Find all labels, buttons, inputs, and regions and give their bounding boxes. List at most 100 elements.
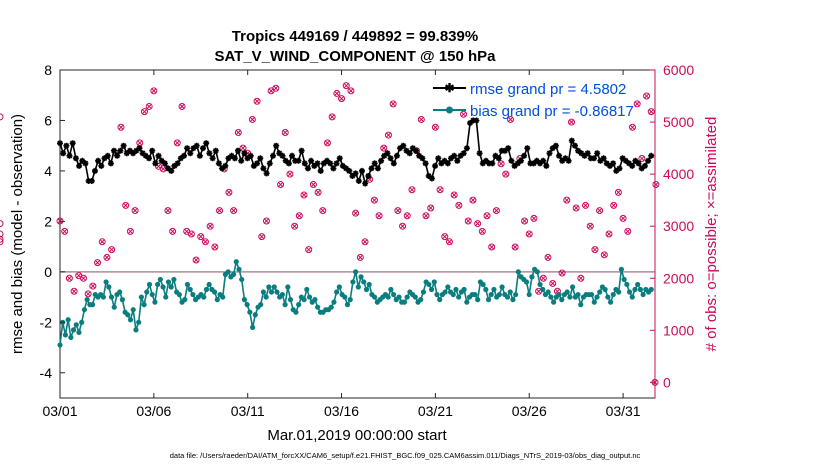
bias-series <box>57 258 654 348</box>
obs-count-point <box>628 123 636 131</box>
obs-count-point <box>140 108 148 116</box>
obs-count-point <box>455 201 463 209</box>
bias-point <box>548 294 554 300</box>
rmse-point <box>514 160 521 167</box>
bias-point <box>282 302 288 308</box>
bias-point <box>396 294 402 300</box>
rmse-point <box>289 152 295 159</box>
obs-count-point <box>323 139 331 147</box>
bias-point <box>301 297 307 303</box>
rmse-point <box>120 142 127 149</box>
rmse-point <box>368 165 375 172</box>
obs-count-point <box>431 123 439 131</box>
bias-point <box>258 302 264 308</box>
bias-point <box>201 294 207 300</box>
bias-point <box>437 297 443 303</box>
obs-count-point <box>253 97 261 105</box>
rmse-point <box>85 178 92 184</box>
rmse-point <box>266 160 273 167</box>
rmse-point <box>206 150 213 157</box>
bias-point <box>152 299 158 305</box>
rmse-point <box>117 147 124 154</box>
rmse-point <box>594 150 601 157</box>
bias-point <box>315 304 321 310</box>
bias-point <box>287 297 294 303</box>
rmse-point <box>486 160 493 167</box>
rmse-point <box>489 160 496 167</box>
bias-point <box>331 299 337 305</box>
rmse-point <box>390 160 397 167</box>
obs-count-point <box>441 233 449 241</box>
obs-count-markers <box>0 82 660 386</box>
bias-point <box>513 291 519 298</box>
obs-count-point <box>408 186 416 194</box>
bias-point <box>353 269 359 275</box>
rmse-point <box>502 147 508 154</box>
obs-count-point <box>356 253 364 261</box>
bias-point <box>404 294 410 300</box>
rmse-point <box>498 147 505 154</box>
rmse-point <box>257 155 264 162</box>
legend-bias-marker <box>446 106 453 114</box>
rmse-point <box>600 155 607 162</box>
rmse-point <box>416 152 423 159</box>
rmse-point <box>448 155 454 162</box>
bias-point <box>366 281 372 288</box>
obs-count-point <box>262 217 270 225</box>
bias-point <box>428 286 435 293</box>
rmse-point <box>565 157 572 164</box>
bias-point <box>165 279 172 285</box>
rmse-point <box>422 160 429 167</box>
rmse-point <box>330 165 337 172</box>
rmse-point <box>149 147 156 154</box>
rmse-point <box>454 157 461 164</box>
rmse-point <box>362 180 369 187</box>
bias-point <box>125 312 131 318</box>
bias-point <box>510 297 516 303</box>
rmse-point <box>82 160 89 167</box>
rmse-point <box>425 173 432 179</box>
rmse-point <box>473 117 480 124</box>
rmse-point <box>457 152 464 159</box>
obs-count-point <box>225 188 233 196</box>
obs-count-point <box>600 251 608 259</box>
rmse-point <box>556 152 563 159</box>
rmse-point <box>333 160 340 167</box>
bias-point <box>602 286 608 293</box>
bias-point <box>260 289 267 295</box>
bias-point <box>130 307 136 313</box>
bias-point <box>475 297 481 303</box>
rmse-point <box>381 152 388 159</box>
x-tick-label: 03/06 <box>136 403 171 419</box>
rmse-point <box>260 165 267 172</box>
obs-count-point <box>474 220 482 228</box>
obs-count-point <box>403 212 411 220</box>
bias-point <box>187 286 193 293</box>
obs-count-point <box>610 201 618 209</box>
obs-count-point <box>497 160 505 168</box>
rmse-point <box>613 167 620 174</box>
rmse-point <box>276 150 283 157</box>
obs-count-point <box>436 186 444 194</box>
bias-point <box>551 299 557 305</box>
rmse-point <box>168 167 175 174</box>
y-axis-right: 0 1000 2000 3000 4000 5000 6000 <box>650 62 694 398</box>
obs-count-point <box>258 233 266 241</box>
obs-count-point <box>206 222 214 230</box>
rmse-point <box>235 147 241 154</box>
rmse-point <box>181 152 187 159</box>
bias-point <box>453 286 459 293</box>
bias-point <box>70 327 77 333</box>
obs-count-point <box>169 227 177 235</box>
obs-count-point <box>248 115 256 123</box>
rmse-point <box>540 157 547 164</box>
obs-count-point <box>567 118 575 126</box>
obs-count-point <box>342 82 350 90</box>
y-left-tick-label: 0 <box>44 264 52 280</box>
bias-point <box>214 297 220 303</box>
rmse-point <box>76 162 83 169</box>
obs-count-point <box>380 144 388 152</box>
rmse-point <box>413 147 419 154</box>
obs-count-point <box>98 238 106 246</box>
bias-point <box>450 291 456 298</box>
